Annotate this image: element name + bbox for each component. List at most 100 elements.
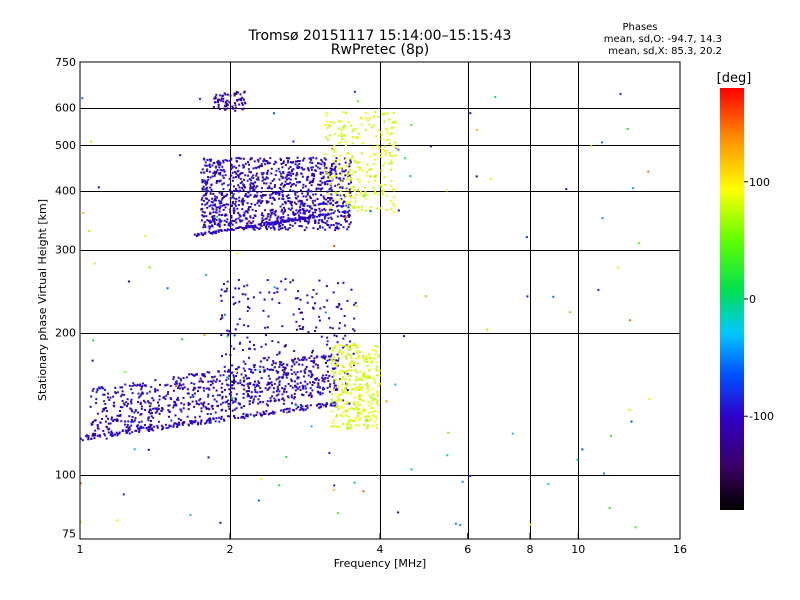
data-point xyxy=(234,200,237,203)
data-point xyxy=(221,194,224,196)
data-point xyxy=(356,409,359,412)
data-point xyxy=(319,403,322,406)
data-point xyxy=(626,128,629,130)
data-point xyxy=(265,403,268,406)
data-point xyxy=(235,227,238,230)
data-point xyxy=(258,382,261,384)
data-point xyxy=(220,202,223,205)
data-point xyxy=(242,412,245,415)
y-tick-label: 75 xyxy=(62,527,76,540)
data-point xyxy=(338,322,341,324)
data-point xyxy=(390,180,393,183)
data-point xyxy=(327,172,330,174)
data-point xyxy=(235,172,238,175)
data-point xyxy=(245,374,248,377)
data-point xyxy=(180,379,182,382)
data-point xyxy=(231,191,233,194)
data-point xyxy=(209,221,212,224)
data-point xyxy=(357,395,360,398)
data-point xyxy=(282,172,285,175)
data-point xyxy=(236,174,239,177)
data-point xyxy=(272,192,274,195)
data-point xyxy=(363,373,366,375)
data-point xyxy=(374,192,377,194)
data-point xyxy=(200,420,203,423)
data-point xyxy=(285,410,288,413)
data-point xyxy=(218,199,221,202)
data-point xyxy=(321,379,324,382)
data-point xyxy=(368,376,370,379)
data-point xyxy=(97,427,100,430)
data-point xyxy=(246,395,249,398)
data-point xyxy=(264,326,267,329)
data-point xyxy=(291,279,294,282)
data-point xyxy=(296,376,299,379)
data-point xyxy=(253,160,256,163)
data-point xyxy=(209,417,211,420)
data-point xyxy=(277,341,280,344)
data-point xyxy=(204,231,207,234)
data-point xyxy=(370,418,372,421)
data-point xyxy=(275,378,278,381)
data-point xyxy=(319,184,321,186)
data-point xyxy=(312,381,314,384)
data-point xyxy=(256,191,259,194)
data-point xyxy=(359,417,362,420)
data-point xyxy=(229,208,231,211)
data-point xyxy=(336,194,339,196)
data-point xyxy=(330,369,333,372)
data-point xyxy=(344,355,347,357)
data-point xyxy=(374,381,377,384)
data-point xyxy=(233,376,236,379)
data-point xyxy=(92,432,95,435)
data-point xyxy=(302,183,305,186)
data-point xyxy=(397,511,400,514)
data-point xyxy=(262,309,265,312)
data-point xyxy=(254,186,257,189)
data-point xyxy=(295,203,298,206)
data-point xyxy=(140,393,143,396)
data-point xyxy=(270,193,273,196)
data-point xyxy=(348,165,351,168)
data-point xyxy=(281,191,284,193)
data-point xyxy=(210,184,213,186)
data-point xyxy=(336,400,339,403)
data-point xyxy=(223,313,226,316)
data-point xyxy=(292,218,295,221)
data-point xyxy=(207,403,210,406)
colorbar xyxy=(720,88,744,510)
data-point xyxy=(243,417,246,420)
data-point xyxy=(364,192,367,194)
data-point xyxy=(218,380,221,382)
data-point xyxy=(469,112,472,115)
data-point xyxy=(221,204,224,207)
data-point xyxy=(260,225,263,227)
data-point xyxy=(368,353,370,356)
data-point xyxy=(362,195,365,198)
data-point xyxy=(299,298,302,301)
data-point xyxy=(299,408,302,411)
data-point xyxy=(278,170,281,173)
data-point xyxy=(597,288,600,291)
data-point xyxy=(250,391,253,394)
data-point xyxy=(384,145,387,148)
data-point xyxy=(264,387,267,390)
data-point xyxy=(92,421,94,423)
data-point xyxy=(331,367,334,370)
data-point xyxy=(394,154,397,157)
data-point xyxy=(340,140,343,143)
data-point xyxy=(197,390,199,393)
data-point xyxy=(154,411,157,414)
data-point xyxy=(312,173,315,176)
data-point xyxy=(154,379,157,382)
data-point xyxy=(204,406,207,409)
data-point xyxy=(252,186,255,188)
data-point xyxy=(210,188,213,191)
data-point xyxy=(330,121,333,123)
data-point xyxy=(222,159,225,162)
data-point xyxy=(116,418,119,421)
data-point xyxy=(104,402,107,405)
data-point xyxy=(310,158,313,161)
data-point xyxy=(247,385,250,388)
data-point xyxy=(241,203,244,206)
